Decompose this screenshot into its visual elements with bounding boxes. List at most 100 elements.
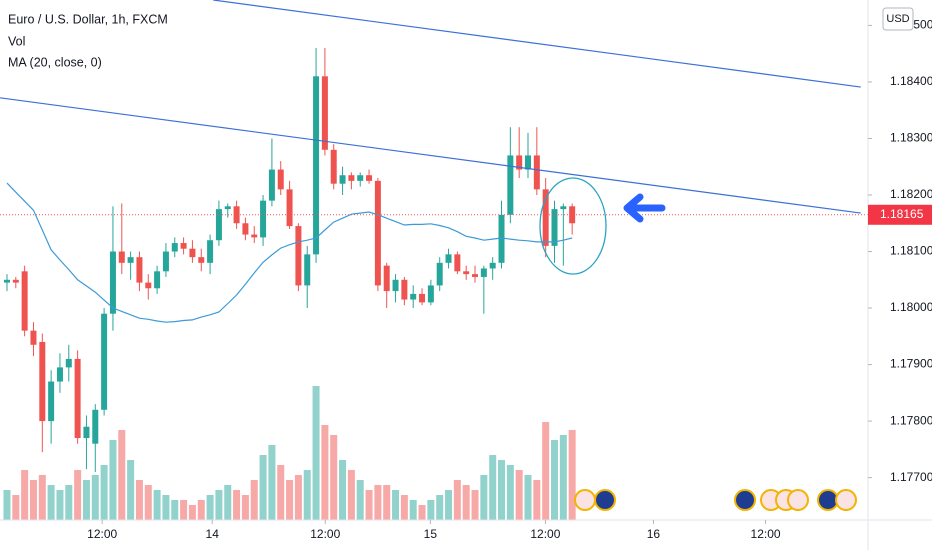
candle-body: [454, 254, 461, 272]
candle-body: [427, 285, 434, 303]
volume-bar: [259, 455, 267, 520]
candle-body: [472, 274, 479, 277]
volume-bar: [233, 490, 241, 520]
moving-average: [6, 182, 573, 323]
volume-bar: [453, 480, 461, 520]
candle-body: [136, 257, 143, 283]
volume-bar: [91, 475, 99, 520]
volume-bar: [109, 440, 117, 520]
volume-bar: [206, 495, 214, 520]
candle-body: [357, 175, 364, 181]
volume-bar: [339, 460, 347, 520]
candle-body: [215, 209, 222, 241]
volume-bar: [74, 470, 82, 520]
candle-body: [65, 358, 72, 368]
candle-body: [171, 243, 178, 252]
last-price-label: 1.18165: [880, 207, 924, 221]
last-price-box: [868, 204, 932, 225]
candle-body: [277, 169, 284, 190]
volume-bar: [153, 490, 161, 520]
plot-area: [0, 0, 868, 520]
volume-bar: [277, 465, 285, 520]
event-icons: [574, 489, 857, 511]
volume-bar: [445, 490, 453, 520]
candle-body: [162, 251, 169, 272]
candle-body: [374, 180, 381, 286]
candle-body: [304, 254, 311, 286]
candle-body: [525, 155, 532, 170]
candle-body: [551, 209, 558, 246]
x-tick-label: 15: [424, 527, 438, 541]
candle-body: [339, 175, 346, 184]
arrow-head: [623, 193, 644, 223]
candle-body: [489, 262, 496, 269]
volume-bar: [303, 470, 311, 520]
candle-body: [516, 155, 523, 170]
volume-bar: [241, 495, 249, 520]
candle-body: [366, 175, 373, 181]
volume-bar: [171, 500, 179, 520]
volume-bar: [392, 490, 400, 520]
candle-body: [154, 271, 161, 289]
x-tick-label: 12:00: [87, 527, 117, 541]
currency-button[interactable]: [882, 7, 914, 31]
volume-bar: [498, 460, 506, 520]
volume-bar: [286, 480, 294, 520]
volume-bar: [330, 435, 338, 520]
candle-body: [392, 279, 399, 292]
ma-legend: MA (20, close, 0): [8, 55, 102, 69]
x-tick-label: 14: [206, 527, 220, 541]
candle-body: [480, 268, 487, 277]
volume-bar: [250, 480, 258, 520]
event-icon: [594, 489, 616, 511]
candle-body: [542, 189, 549, 246]
candle-body: [109, 251, 116, 314]
volume-bar: [312, 386, 320, 520]
candle-body: [242, 223, 249, 235]
candle-body: [445, 254, 452, 263]
volume-bar: [100, 465, 108, 520]
candle-body: [30, 330, 37, 345]
event-icon: [787, 489, 809, 511]
candle-body: [224, 206, 231, 210]
currency-label[interactable]: USD: [886, 13, 909, 25]
x-tick-label: 12:00: [310, 527, 340, 541]
volume-bar: [568, 430, 576, 520]
volume-bar: [559, 435, 567, 520]
volume-bar: [180, 500, 188, 520]
candle-body: [145, 282, 152, 289]
candle-body: [251, 234, 258, 238]
volume-bar: [144, 485, 152, 520]
candle-body: [321, 76, 328, 150]
x-tick-label: 16: [647, 527, 661, 541]
candle-body: [48, 381, 55, 422]
volume-legend: Vol: [8, 34, 25, 48]
candle-body: [39, 341, 46, 422]
symbol-title: Euro / U.S. Dollar, 1h, FXCM: [8, 12, 168, 26]
candle-body: [295, 226, 302, 286]
candle-body: [313, 76, 320, 255]
candle-body: [189, 248, 196, 258]
volume-bar: [471, 490, 479, 520]
trendline: [0, 97, 861, 214]
volume-bar: [524, 475, 532, 520]
volume-bar: [347, 470, 355, 520]
volume-bar: [224, 485, 232, 520]
candle-body: [330, 149, 337, 184]
volume-bar: [162, 495, 170, 520]
candle-body: [233, 206, 240, 224]
candle-body: [348, 175, 355, 181]
volume-bar: [427, 500, 435, 520]
x-tick-label: 12:00: [530, 527, 560, 541]
volume-bar: [3, 490, 11, 520]
volume-bar: [21, 470, 29, 520]
volume-bar: [462, 485, 470, 520]
event-icon: [734, 489, 756, 511]
candle-body: [498, 214, 505, 263]
candle-body: [127, 257, 134, 263]
volume-bar: [506, 465, 514, 520]
y-tick-label: 1.17900: [890, 357, 932, 371]
volume-bar: [418, 505, 426, 520]
volume-bar: [383, 485, 391, 520]
volume-bar: [12, 495, 20, 520]
